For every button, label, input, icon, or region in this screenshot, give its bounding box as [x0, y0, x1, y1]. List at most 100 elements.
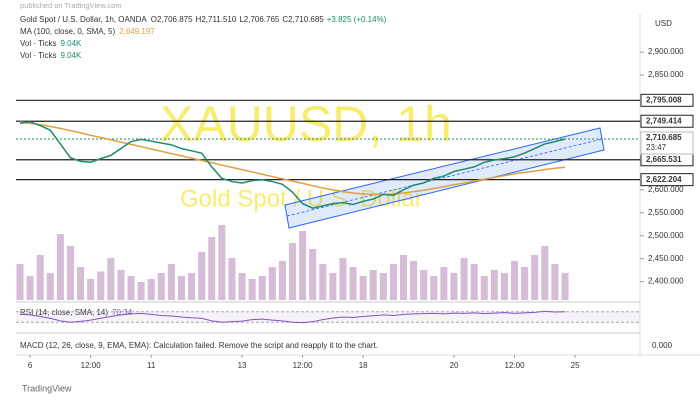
x-tick-label: 12:00 — [505, 361, 526, 370]
volume-bar — [440, 267, 448, 300]
ohlc-key: H — [196, 15, 202, 24]
y-tick-label: 2,900.000 — [648, 47, 684, 56]
ohlc-value: 2,706.875 — [157, 15, 193, 24]
volume-bar — [117, 270, 125, 300]
volume-bar — [349, 267, 357, 300]
volume-bar — [319, 264, 327, 300]
y-tick-label: 2,600.000 — [648, 185, 684, 194]
volume-bar — [511, 261, 519, 300]
rsi-label: RSI (14, close, SMA, 14) 70.34 — [20, 308, 133, 317]
y-tick-label: 2,850.000 — [648, 70, 684, 79]
volume-bar — [198, 252, 206, 300]
macd-name: MACD (12, 26, close, 9, EMA, EMA) — [20, 341, 149, 350]
volume-bar — [16, 264, 24, 300]
volume-value: 9.04K — [60, 51, 82, 60]
attribution: published on TradingView.com — [20, 1, 122, 10]
currency: USD — [655, 19, 672, 28]
volume-bar — [228, 258, 236, 300]
volume-bar — [36, 255, 44, 300]
x-tick-label: 20 — [450, 361, 459, 370]
volume-bar — [490, 270, 498, 300]
level-tag — [640, 93, 694, 107]
change: +3.825 (+0.14%) — [327, 15, 387, 24]
volume-bar — [147, 279, 155, 300]
ohlc-value: 2,710.685 — [288, 15, 324, 24]
legend-volume: Vol · Ticks 9.04K — [20, 51, 82, 60]
x-tick-label: 11 — [147, 361, 156, 370]
ohlc-key: C — [282, 15, 288, 24]
volume-bar — [369, 270, 377, 300]
volume-bar — [420, 270, 428, 300]
last-price-tag — [640, 131, 694, 155]
level-label: 2,795.008 — [646, 95, 682, 104]
volume-bar — [248, 279, 256, 300]
volume-bar — [470, 264, 478, 300]
ma-line — [19, 121, 566, 196]
volume-bar — [410, 261, 418, 300]
ohlc-value: 2,706.765 — [244, 15, 280, 24]
volume-bar — [56, 234, 64, 300]
x-tick-label: 18 — [359, 361, 368, 370]
x-tick-label: 13 — [238, 361, 247, 370]
volume-bar — [399, 255, 408, 300]
rsi-name: RSI (14, close, SMA, 14) — [20, 308, 108, 317]
volume-bar — [218, 225, 226, 300]
volume-bar — [521, 267, 529, 300]
volume-bar — [299, 231, 307, 300]
volume-bar — [500, 273, 508, 300]
ma-value: 2,649.197 — [119, 27, 155, 36]
last-price-label: 2,710.685 — [646, 133, 682, 142]
channel-midline — [286, 138, 603, 217]
volume-bar — [309, 249, 317, 300]
level-tag — [640, 114, 694, 128]
level-label: 2,665.531 — [646, 155, 682, 164]
macd-axis-label: 0.000 — [652, 341, 673, 350]
volume-bar — [450, 273, 458, 300]
volume-bar — [389, 264, 397, 300]
volume-bar — [359, 276, 367, 300]
watermark: XAUUSD, 1h — [160, 96, 452, 152]
logo: TradingView — [22, 383, 72, 393]
y-tick-label: 2,500.000 — [648, 231, 684, 240]
x-tick-label: 25 — [571, 361, 580, 370]
volume-bar — [541, 246, 549, 300]
rsi-line — [19, 310, 566, 324]
volume-bar — [238, 273, 246, 300]
rsi-value: 70.34 — [112, 308, 133, 317]
legend-ma: MA (100, close, 0, SMA, 5) 2,649.197 — [20, 27, 155, 36]
volume-bar — [561, 272, 569, 300]
volume-name: Vol · Ticks — [20, 51, 56, 60]
legend: Gold Spot / U.S. Dollar, 1h, OANDA O2,706… — [20, 15, 387, 60]
volume-bar — [339, 258, 347, 300]
volume-bar — [127, 276, 135, 300]
level-tag — [640, 173, 694, 187]
volume-bar — [26, 276, 34, 300]
volume-bar — [177, 276, 186, 300]
volume-bar — [188, 273, 196, 300]
legend-symbol: Gold Spot / U.S. Dollar, 1h, OANDA O2,706… — [20, 15, 387, 24]
macd-label: MACD (12, 26, close, 9, EMA, EMA): Calcu… — [20, 341, 378, 350]
countdown: 23:47 — [646, 143, 667, 152]
volume-bar — [460, 258, 468, 300]
ohlc-key: O — [151, 15, 157, 24]
x-tick-label: 6 — [28, 361, 33, 370]
rsi-band — [16, 311, 640, 323]
y-tick-label: 2,400.000 — [648, 277, 684, 286]
volume-bar — [278, 261, 286, 300]
ohlc-key: L — [239, 15, 244, 24]
ma-name: MA (100, close, 0, SMA, 5) — [20, 27, 115, 36]
macd-message: : Calculation failed. Remove the script … — [149, 341, 378, 350]
ohlc-value: 2,711.510 — [201, 15, 237, 24]
watermark-subtitle: Gold Spot / U.S. Dollar — [180, 185, 423, 212]
symbol-name: Gold Spot / U.S. Dollar, 1h, OANDA — [20, 15, 147, 24]
y-tick-label: 2,550.000 — [648, 208, 684, 217]
volume-bar — [480, 276, 488, 300]
volume-bar — [208, 237, 216, 300]
volume-bar — [137, 282, 145, 300]
volume-value: 9.04K — [60, 39, 82, 48]
volume-bar — [157, 273, 165, 300]
legend-volume: Vol · Ticks 9.04K — [20, 39, 82, 48]
volume-bar — [430, 276, 438, 300]
volume-bar — [531, 255, 539, 300]
volume-bar — [329, 273, 337, 300]
